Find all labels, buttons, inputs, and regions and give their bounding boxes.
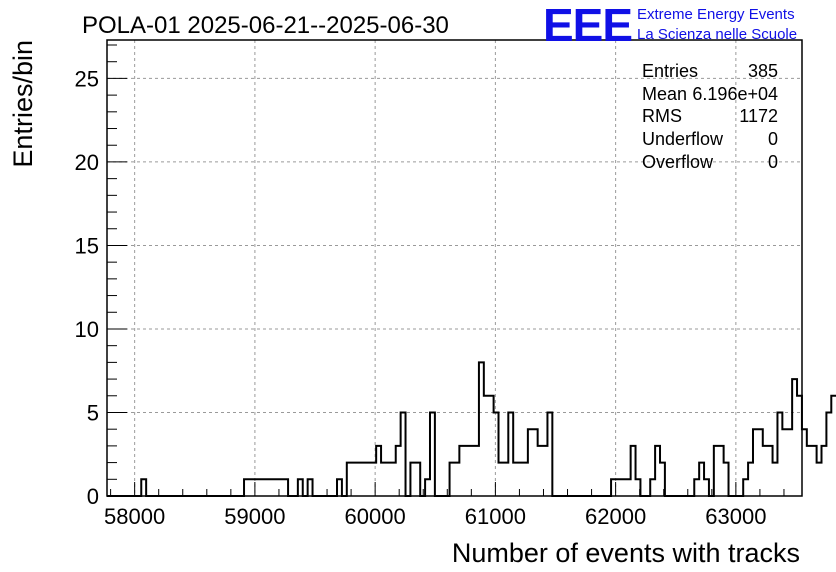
x-tick-label: 62000 [585, 504, 646, 529]
stats-value-mean: 6.196e+04 [692, 84, 778, 104]
stats-label-rms: RMS [642, 106, 682, 126]
logo-line1: Extreme Energy Events [637, 6, 795, 23]
x-tick-label: 59000 [224, 504, 285, 529]
y-tick-label: 5 [87, 400, 99, 425]
y-tick-label: 25 [75, 66, 99, 91]
stats-label-mean: Mean [642, 84, 687, 104]
stats-value-underflow: 0 [768, 129, 778, 149]
x-tick-label: 63000 [705, 504, 766, 529]
y-axis-label: Entries/bin [8, 40, 38, 168]
y-tick-label: 20 [75, 150, 99, 175]
x-tick-labels: 58000 59000 60000 61000 62000 63000 [104, 504, 766, 529]
stats-label-entries: Entries [642, 61, 698, 81]
eee-logo: EEE Extreme Energy Events La Scienza nel… [543, 0, 797, 51]
chart-title: POLA-01 2025-06-21--2025-06-30 [82, 12, 449, 39]
x-tick-label: 58000 [104, 504, 165, 529]
stats-label-underflow: Underflow [642, 129, 724, 149]
stats-value-entries: 385 [748, 61, 778, 81]
logo-mark: EEE [543, 0, 632, 51]
stats-box: Entries 385 Mean 6.196e+04 RMS 1172 Unde… [642, 61, 778, 172]
stats-label-overflow: Overflow [642, 152, 714, 172]
x-tick-label: 61000 [465, 504, 526, 529]
logo-line2: La Scienza nelle Scuole [637, 26, 797, 43]
plot-frame [106, 39, 803, 497]
y-tick-label: 15 [75, 233, 99, 258]
y-tick-labels: 0 5 10 15 20 25 [75, 66, 99, 509]
grid-lines [107, 40, 802, 496]
y-tick-label: 10 [75, 317, 99, 342]
axis-ticks [107, 44, 785, 497]
x-tick-label: 60000 [345, 504, 406, 529]
stats-value-rms: 1172 [739, 106, 778, 126]
x-axis-label: Number of events with tracks [452, 538, 800, 568]
stats-value-overflow: 0 [768, 152, 778, 172]
y-tick-label: 0 [87, 484, 99, 509]
